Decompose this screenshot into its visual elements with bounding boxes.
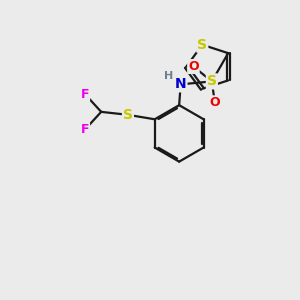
Text: N: N xyxy=(175,77,187,92)
Text: H: H xyxy=(164,71,173,81)
Text: F: F xyxy=(81,88,89,100)
Text: S: S xyxy=(197,38,207,52)
Text: O: O xyxy=(209,96,220,109)
Text: F: F xyxy=(81,123,89,136)
Text: O: O xyxy=(188,60,199,73)
Text: S: S xyxy=(207,74,217,88)
Text: S: S xyxy=(123,108,133,122)
